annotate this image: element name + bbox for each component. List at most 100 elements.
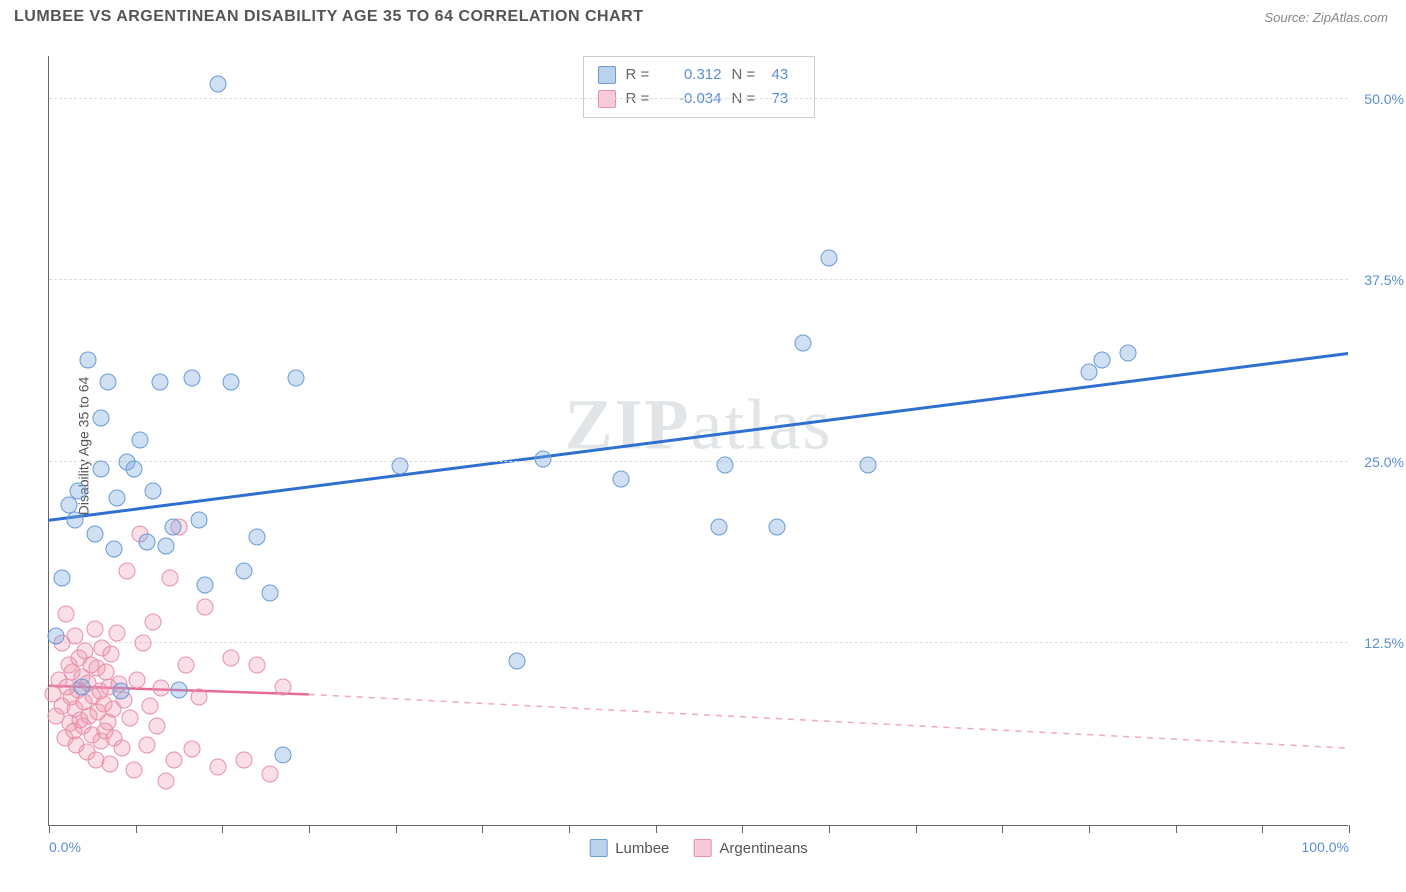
data-point — [108, 625, 125, 642]
gridline — [49, 98, 1348, 99]
data-point — [197, 577, 214, 594]
data-point — [57, 606, 74, 623]
x-tick — [136, 825, 137, 833]
data-point — [717, 456, 734, 473]
x-tick-label: 100.0% — [1302, 839, 1349, 855]
n-label: N = — [732, 63, 762, 87]
data-point — [236, 751, 253, 768]
data-point — [93, 410, 110, 427]
data-point — [80, 352, 97, 369]
data-point — [142, 697, 159, 714]
data-point — [121, 709, 138, 726]
data-point — [795, 334, 812, 351]
data-point — [151, 373, 168, 390]
data-point — [177, 657, 194, 674]
data-point — [119, 562, 136, 579]
x-tick — [829, 825, 830, 833]
data-point — [1094, 352, 1111, 369]
data-point — [103, 645, 120, 662]
stats-legend-box: R = 0.312 N = 43 R = -0.034 N = 73 — [583, 56, 815, 118]
data-point — [106, 540, 123, 557]
x-tick-label: 0.0% — [49, 839, 81, 855]
data-point — [249, 657, 266, 674]
data-point — [223, 373, 240, 390]
legend-item-argentineans: Argentineans — [693, 839, 807, 857]
x-tick — [309, 825, 310, 833]
data-point — [860, 456, 877, 473]
data-point — [275, 747, 292, 764]
data-point — [197, 599, 214, 616]
data-point — [158, 538, 175, 555]
data-point — [288, 369, 305, 386]
data-point — [93, 461, 110, 478]
legend-item-lumbee: Lumbee — [589, 839, 669, 857]
x-tick — [1002, 825, 1003, 833]
data-point — [165, 751, 182, 768]
data-point — [262, 584, 279, 601]
r-label: R = — [626, 63, 656, 87]
data-point — [134, 635, 151, 652]
gridline — [49, 461, 1348, 462]
data-point — [509, 652, 526, 669]
swatch-pink-icon — [693, 839, 711, 857]
n-value: 73 — [772, 87, 800, 111]
data-point — [164, 519, 181, 536]
legend-label: Lumbee — [615, 840, 669, 857]
x-tick — [222, 825, 223, 833]
data-point — [190, 689, 207, 706]
x-tick — [482, 825, 483, 833]
data-point — [69, 482, 86, 499]
data-point — [275, 678, 292, 695]
n-value: 43 — [772, 63, 800, 87]
data-point — [710, 519, 727, 536]
chart-header: LUMBEE VS ARGENTINEAN DISABILITY AGE 35 … — [0, 0, 1406, 36]
x-tick — [656, 825, 657, 833]
data-point — [821, 250, 838, 267]
data-point — [86, 526, 103, 543]
x-tick — [1176, 825, 1177, 833]
data-point — [113, 740, 130, 757]
r-value: 0.312 — [666, 63, 722, 87]
n-label: N = — [732, 87, 762, 111]
data-point — [108, 490, 125, 507]
scatter-chart: ZIPatlas R = 0.312 N = 43 R = -0.034 N =… — [48, 56, 1348, 826]
data-point — [190, 511, 207, 528]
y-tick-label: 50.0% — [1364, 91, 1404, 107]
data-point — [613, 471, 630, 488]
r-value: -0.034 — [666, 87, 722, 111]
x-tick — [1262, 825, 1263, 833]
x-tick — [396, 825, 397, 833]
data-point — [102, 755, 119, 772]
data-point — [125, 761, 142, 778]
data-point — [145, 482, 162, 499]
stats-row-lumbee: R = 0.312 N = 43 — [598, 63, 800, 87]
data-point — [125, 461, 142, 478]
trend-lines — [49, 56, 1348, 825]
data-point — [236, 562, 253, 579]
data-point — [210, 758, 227, 775]
data-point — [67, 511, 84, 528]
y-tick-label: 37.5% — [1364, 272, 1404, 288]
data-point — [158, 773, 175, 790]
series-legend: Lumbee Argentineans — [589, 839, 808, 857]
data-point — [152, 680, 169, 697]
data-point — [47, 628, 64, 645]
x-tick — [1349, 825, 1350, 833]
x-tick — [49, 825, 50, 833]
gridline — [49, 279, 1348, 280]
data-point — [54, 570, 71, 587]
x-tick — [569, 825, 570, 833]
x-tick — [916, 825, 917, 833]
watermark: ZIPatlas — [565, 384, 833, 467]
swatch-blue-icon — [589, 839, 607, 857]
data-point — [535, 450, 552, 467]
data-point — [138, 737, 155, 754]
data-point — [99, 373, 116, 390]
data-point — [184, 741, 201, 758]
data-point — [223, 649, 240, 666]
y-tick-label: 12.5% — [1364, 635, 1404, 651]
stats-row-argentineans: R = -0.034 N = 73 — [598, 87, 800, 111]
data-point — [262, 766, 279, 783]
legend-label: Argentineans — [719, 840, 807, 857]
y-tick-label: 25.0% — [1364, 454, 1404, 470]
